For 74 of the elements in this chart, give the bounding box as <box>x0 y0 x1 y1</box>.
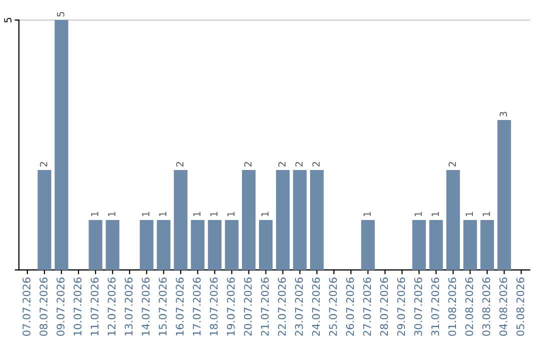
x-tick-label: 15.07.2026 <box>158 278 167 336</box>
data-label: 1 <box>261 212 268 216</box>
x-tick-label: 31.07.2026 <box>431 278 440 336</box>
data-label: 1 <box>91 212 98 216</box>
x-tick-label: 05.08.2026 <box>516 278 524 336</box>
x-tick-label: 26.07.2026 <box>346 278 354 336</box>
bar <box>106 220 120 270</box>
data-label: 5 <box>57 12 64 17</box>
x-tick-label: 17.07.2026 <box>192 278 201 336</box>
x-tick-label: 04.08.2026 <box>499 278 508 336</box>
x-tick-label: 14.07.2026 <box>142 278 150 336</box>
x-tick-label: 18.07.2026 <box>210 278 218 336</box>
bar <box>463 220 477 270</box>
data-label: 1 <box>482 212 490 216</box>
bar <box>412 220 426 270</box>
x-tick-label: 23.07.2026 <box>295 278 303 336</box>
x-tick-label: 16.07.2026 <box>176 278 184 336</box>
bar <box>258 220 273 270</box>
x-tick-label: 20.07.2026 <box>244 278 252 336</box>
data-label: 1 <box>432 212 439 216</box>
x-tick-label: 25.07.2026 <box>329 278 337 336</box>
x-tick-label: 30.07.2026 <box>414 278 422 336</box>
bar <box>54 20 68 270</box>
x-tick-label: 28.07.2026 <box>380 278 388 336</box>
bar <box>88 220 102 270</box>
bar <box>429 220 443 270</box>
bar <box>446 170 460 270</box>
data-label: 1 <box>142 212 150 216</box>
bar <box>276 170 290 270</box>
x-tick-label: 27.07.2026 <box>363 278 371 336</box>
data-label: 2 <box>278 162 286 167</box>
data-label: 2 <box>295 162 303 167</box>
x-tick-label: 19.07.2026 <box>226 278 235 336</box>
x-tick-label: 10.07.2026 <box>74 278 82 336</box>
data-label: 2 <box>312 162 320 167</box>
data-label: 1 <box>210 212 218 216</box>
bar <box>497 120 512 270</box>
bar <box>156 220 170 270</box>
x-tick-label: 02.08.2026 <box>465 278 474 336</box>
data-label: 2 <box>176 162 184 167</box>
x-tick-label: 22.07.2026 <box>278 278 286 336</box>
data-label: 1 <box>364 212 371 216</box>
bar <box>361 220 375 270</box>
bar <box>190 220 205 270</box>
x-tick-label: 29.07.2026 <box>397 278 406 336</box>
x-tick-label: 09.07.2026 <box>56 278 64 336</box>
bar <box>310 170 324 270</box>
x-tick-label: 21.07.2026 <box>260 278 269 336</box>
data-label: 3 <box>500 112 508 116</box>
bar <box>293 170 307 270</box>
bar <box>242 170 256 270</box>
data-label: 1 <box>159 212 166 216</box>
data-label: 1 <box>193 212 200 216</box>
data-label: 1 <box>414 212 422 216</box>
x-tick-label: 24.07.2026 <box>312 278 320 336</box>
x-tick-label: 08.07.2026 <box>40 278 48 336</box>
x-tick-label: 03.08.2026 <box>482 278 490 336</box>
bar <box>224 220 239 270</box>
x-tick-label: 13.07.2026 <box>124 278 133 336</box>
data-label: 1 <box>466 212 473 216</box>
bar <box>140 220 154 270</box>
bar <box>38 170 52 270</box>
x-tick-label: 01.08.2026 <box>448 278 456 336</box>
data-label: 2 <box>40 162 48 167</box>
bar <box>174 170 188 270</box>
x-tick-label: 12.07.2026 <box>108 278 116 336</box>
bar <box>480 220 494 270</box>
data-label: 2 <box>448 162 456 167</box>
x-tick-label: 07.07.2026 <box>22 278 30 336</box>
data-label: 1 <box>227 212 234 216</box>
data-label: 1 <box>108 212 116 216</box>
bar <box>208 220 222 270</box>
x-tick-label: 11.07.2026 <box>90 278 99 336</box>
data-label: 2 <box>244 162 252 167</box>
